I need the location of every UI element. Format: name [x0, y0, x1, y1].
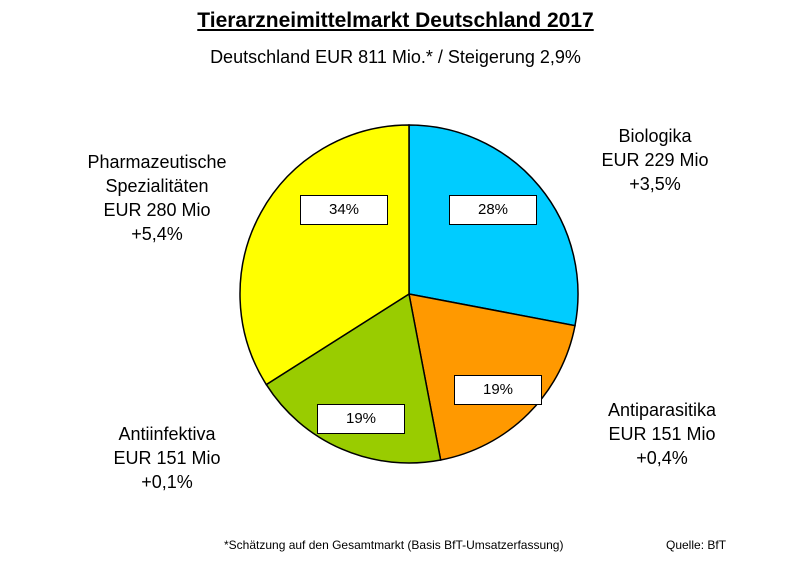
footnote: *Schätzung auf den Gesamtmarkt (Basis Bf… [224, 538, 564, 552]
slice-pharmazeutische-spezialitaeten [239, 124, 410, 386]
slice-label-biologika: Biologika EUR 229 Mio +3,5% [601, 126, 709, 194]
source-label: Quelle: BfT [666, 538, 727, 552]
slice-label-antiparasitika: Antiparasitika EUR 151 Mio +0,4% [607, 400, 717, 468]
percent-label-biologika: 28% [449, 195, 537, 225]
percent-label-pharmazeutische-spezialitaeten: 34% [300, 195, 388, 225]
slice-biologika [408, 124, 579, 327]
slice-label-antiinfektiva: Antiinfektiva EUR 151 Mio +0,1% [113, 424, 221, 492]
percent-label-antiinfektiva: 19% [317, 404, 405, 434]
percent-label-antiparasitika: 19% [454, 375, 542, 405]
chart-title: Tierarzneimittelmarkt Deutschland 2017 [197, 9, 594, 32]
chart-subtitle: Deutschland EUR 811 Mio.* / Steigerung 2… [210, 47, 581, 67]
slice-label-pharmazeutische-spezialitaeten: Pharmazeutische Spezialitäten EUR 280 Mi… [87, 152, 227, 244]
